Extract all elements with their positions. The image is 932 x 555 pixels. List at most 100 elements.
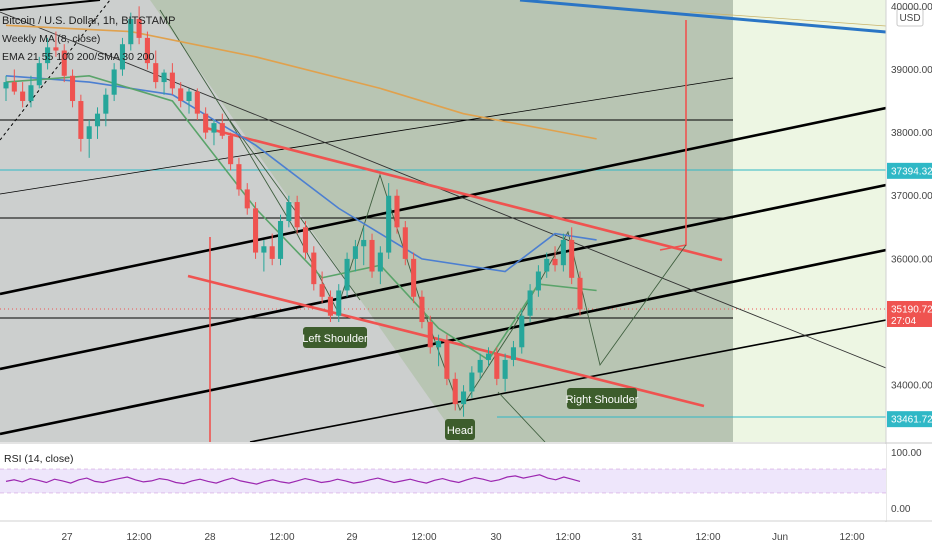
- candle-body: [20, 91, 26, 102]
- symbol-title[interactable]: Bitcoin / U.S. Dollar, 1h, BITSTAMP: [2, 15, 175, 27]
- pattern-guide-line: [497, 391, 546, 442]
- candle-body: [228, 135, 234, 165]
- rsi-tick-0: 0.00: [891, 504, 911, 515]
- blue-trend-line: [519, 0, 886, 34]
- rsi-legend[interactable]: RSI (14, close): [4, 453, 73, 465]
- time-axis-ticks: 27 12:00 28 12:00 29 12:00 30 12:00 31 12:00 Jun 12…: [61, 532, 865, 543]
- channel-line: [0, 183, 886, 371]
- candle-body: [86, 126, 92, 139]
- left-shoulder-text: Left Shoulder: [302, 333, 368, 345]
- channel-line-thin: [0, 77, 734, 195]
- candle-body: [294, 202, 300, 228]
- time-tick-label: Jun: [772, 532, 788, 543]
- time-tick-label: 30: [490, 532, 502, 543]
- candle-body: [336, 290, 342, 316]
- candle-body: [411, 258, 417, 297]
- candle-body: [519, 315, 525, 348]
- candle-body: [344, 258, 350, 291]
- candle-body: [3, 82, 9, 89]
- time-tick-label: 12:00: [695, 532, 720, 543]
- time-axis[interactable]: [0, 522, 932, 550]
- candle-body: [153, 63, 159, 83]
- usd-badge[interactable]: USD: [896, 8, 924, 27]
- price-tick-label: 37000.00: [891, 191, 932, 202]
- price-label-text: 37394.32: [891, 166, 932, 177]
- candle-body: [261, 246, 267, 253]
- candle-body: [377, 252, 383, 272]
- ema-sma-legend[interactable]: EMA 21 55 100 200/SMA 30 200: [2, 51, 155, 63]
- candle-body: [469, 372, 475, 392]
- right-shoulder-text: Right Shoulder: [566, 394, 639, 406]
- head-text: Head: [447, 425, 473, 437]
- candle-body: [369, 239, 375, 272]
- candle-body: [53, 47, 59, 51]
- rsi-line: [5, 474, 581, 485]
- chart-legend: Bitcoin / U.S. Dollar, 1h, BITSTAMP Week…: [2, 15, 175, 63]
- candle-body: [286, 202, 292, 221]
- candle-body: [219, 123, 225, 136]
- time-tick-label: 29: [346, 532, 358, 543]
- descending-trend-line: [0, 0, 101, 11]
- left-shoulder-label[interactable]: Left Shoulder: [302, 327, 368, 348]
- right-shoulder-label[interactable]: Right Shoulder: [566, 388, 639, 409]
- time-tick-label: 12:00: [126, 532, 151, 543]
- candle-body: [194, 91, 200, 114]
- moving-average-line-2: [5, 74, 597, 361]
- candle-body: [11, 82, 17, 92]
- candle-body: [61, 50, 67, 76]
- candle-body: [144, 37, 150, 64]
- candle-body: [494, 353, 500, 379]
- time-tick-label: 12:00: [269, 532, 294, 543]
- candle-body: [319, 284, 325, 297]
- candle-body: [253, 208, 259, 253]
- candle-body: [402, 227, 408, 259]
- time-tick-label: 12:00: [411, 532, 436, 543]
- candle-body: [452, 378, 458, 405]
- candle-body: [244, 189, 250, 209]
- price-axis[interactable]: [886, 0, 932, 530]
- channel-line: [0, 106, 886, 296]
- price-label-text: 35190.72: [891, 304, 932, 315]
- candle-body: [136, 18, 142, 38]
- price-label-badge: [887, 300, 932, 327]
- price-tick-label: 36000.00: [891, 254, 932, 265]
- candle-body: [311, 252, 317, 285]
- candle-body: [436, 340, 442, 348]
- currency-label: USD: [899, 13, 920, 24]
- price-tick-label: 34000.00: [891, 381, 932, 392]
- candle-body: [128, 18, 134, 45]
- candle-body: [169, 72, 175, 89]
- candle-body: [211, 123, 217, 133]
- candle-body: [186, 91, 192, 102]
- rsi-tick-100: 100.00: [891, 448, 922, 459]
- rsi-band: [0, 469, 886, 493]
- candle-body: [386, 195, 392, 253]
- price-tick-label: 38000.00: [891, 128, 932, 139]
- candle-body: [236, 164, 242, 190]
- candle-body: [103, 94, 109, 114]
- candle-body: [45, 47, 51, 64]
- candle-body: [552, 258, 558, 266]
- candle-body: [477, 359, 483, 373]
- candle-body: [485, 353, 492, 360]
- price-label-badge: [887, 162, 932, 179]
- candle-body: [78, 101, 84, 139]
- projection-zone-green: [150, 0, 733, 442]
- candle-body: [70, 75, 76, 102]
- time-tick-label: 27: [61, 532, 73, 543]
- time-tick-label: 12:00: [555, 532, 580, 543]
- head-label[interactable]: Head: [445, 419, 475, 440]
- candle-body: [111, 69, 117, 95]
- candle-body: [361, 239, 367, 247]
- rsi-polyline: [5, 474, 581, 485]
- channel-line-thin: [249, 319, 886, 442]
- candle-body: [427, 322, 433, 348]
- candle-body: [203, 113, 209, 133]
- weekly-ma-legend[interactable]: Weekly MA (8, close): [2, 33, 100, 45]
- future-projection-zone: [733, 0, 886, 442]
- candle-body: [535, 271, 541, 291]
- candle-body: [560, 239, 566, 266]
- candle-body: [444, 340, 450, 379]
